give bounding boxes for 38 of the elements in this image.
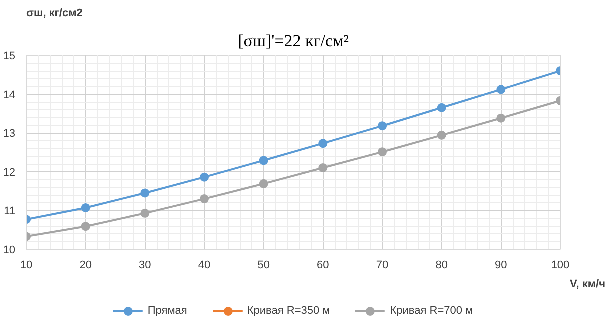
x-tick-label: 10 <box>20 260 33 272</box>
point <box>140 188 150 198</box>
point <box>378 122 387 131</box>
point <box>81 203 90 212</box>
x-tick-label: 100 <box>551 260 570 272</box>
x-tick-label: 60 <box>317 260 330 272</box>
x-tick-label: 20 <box>80 260 92 272</box>
y-tick-label: 13 <box>3 128 16 140</box>
point <box>496 114 506 123</box>
point <box>81 222 90 232</box>
point <box>437 103 446 112</box>
x-tick-label: 40 <box>198 260 211 272</box>
point <box>378 148 387 157</box>
y-tick-label: 15 <box>3 50 16 62</box>
y-tick-label: 14 <box>3 89 16 102</box>
x-tick-label: 90 <box>495 260 508 272</box>
x-tick-label: 80 <box>436 260 448 272</box>
point <box>200 172 209 182</box>
point <box>496 85 506 94</box>
y-tick-label: 10 <box>3 244 16 256</box>
x-tick-label: 30 <box>139 260 152 272</box>
chart-title: [σш]'=22 кг/см² <box>238 32 349 50</box>
point <box>259 179 268 188</box>
point <box>318 139 328 148</box>
point <box>318 164 328 173</box>
y-axis-title: σш, кг/см2 <box>26 8 83 20</box>
x-tick-label: 70 <box>376 260 389 272</box>
legend-label: Кривая R=700 м <box>390 305 474 317</box>
y-tick-label: 12 <box>3 166 16 179</box>
legend-label: Кривая R=350 м <box>247 305 330 317</box>
point <box>200 194 209 204</box>
point <box>140 208 150 218</box>
point <box>437 130 446 140</box>
point <box>259 156 268 166</box>
x-tick-label: 50 <box>258 260 270 272</box>
y-tick-label: 11 <box>4 206 16 218</box>
legend-label: Прямая <box>148 305 188 317</box>
x-axis-title: V, км/ч <box>570 278 606 290</box>
